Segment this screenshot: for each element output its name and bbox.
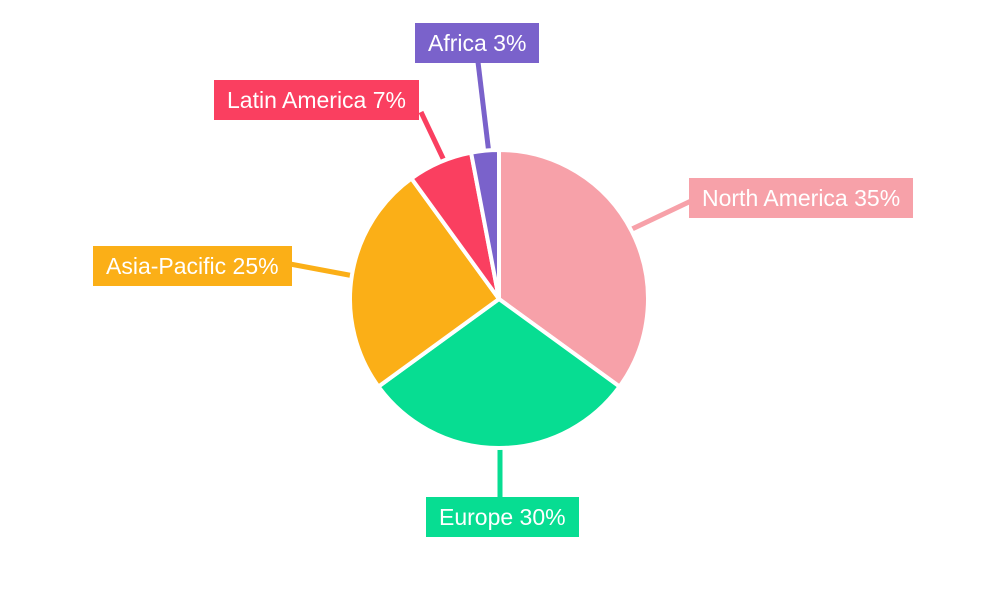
leader-line-africa: [475, 61, 492, 155]
pie-label-europe: Europe 30%: [426, 497, 579, 537]
pie-label-north-america: North America 35%: [689, 178, 914, 218]
pie-label-asia-pacific: Asia-Pacific 25%: [93, 246, 292, 286]
pie-slice-north-america[interactable]: [497, 148, 650, 389]
pie-label-latin-america: Latin America 7%: [214, 80, 419, 120]
pie-slice-africa[interactable]: [469, 148, 501, 301]
leader-line-north-america: [628, 198, 693, 233]
pie-slice-asia-pacific[interactable]: [348, 176, 501, 389]
leader-line-asia-pacific: [289, 261, 355, 279]
pie-slice-europe[interactable]: [376, 297, 622, 450]
pie-label-africa: Africa 3%: [415, 23, 540, 63]
